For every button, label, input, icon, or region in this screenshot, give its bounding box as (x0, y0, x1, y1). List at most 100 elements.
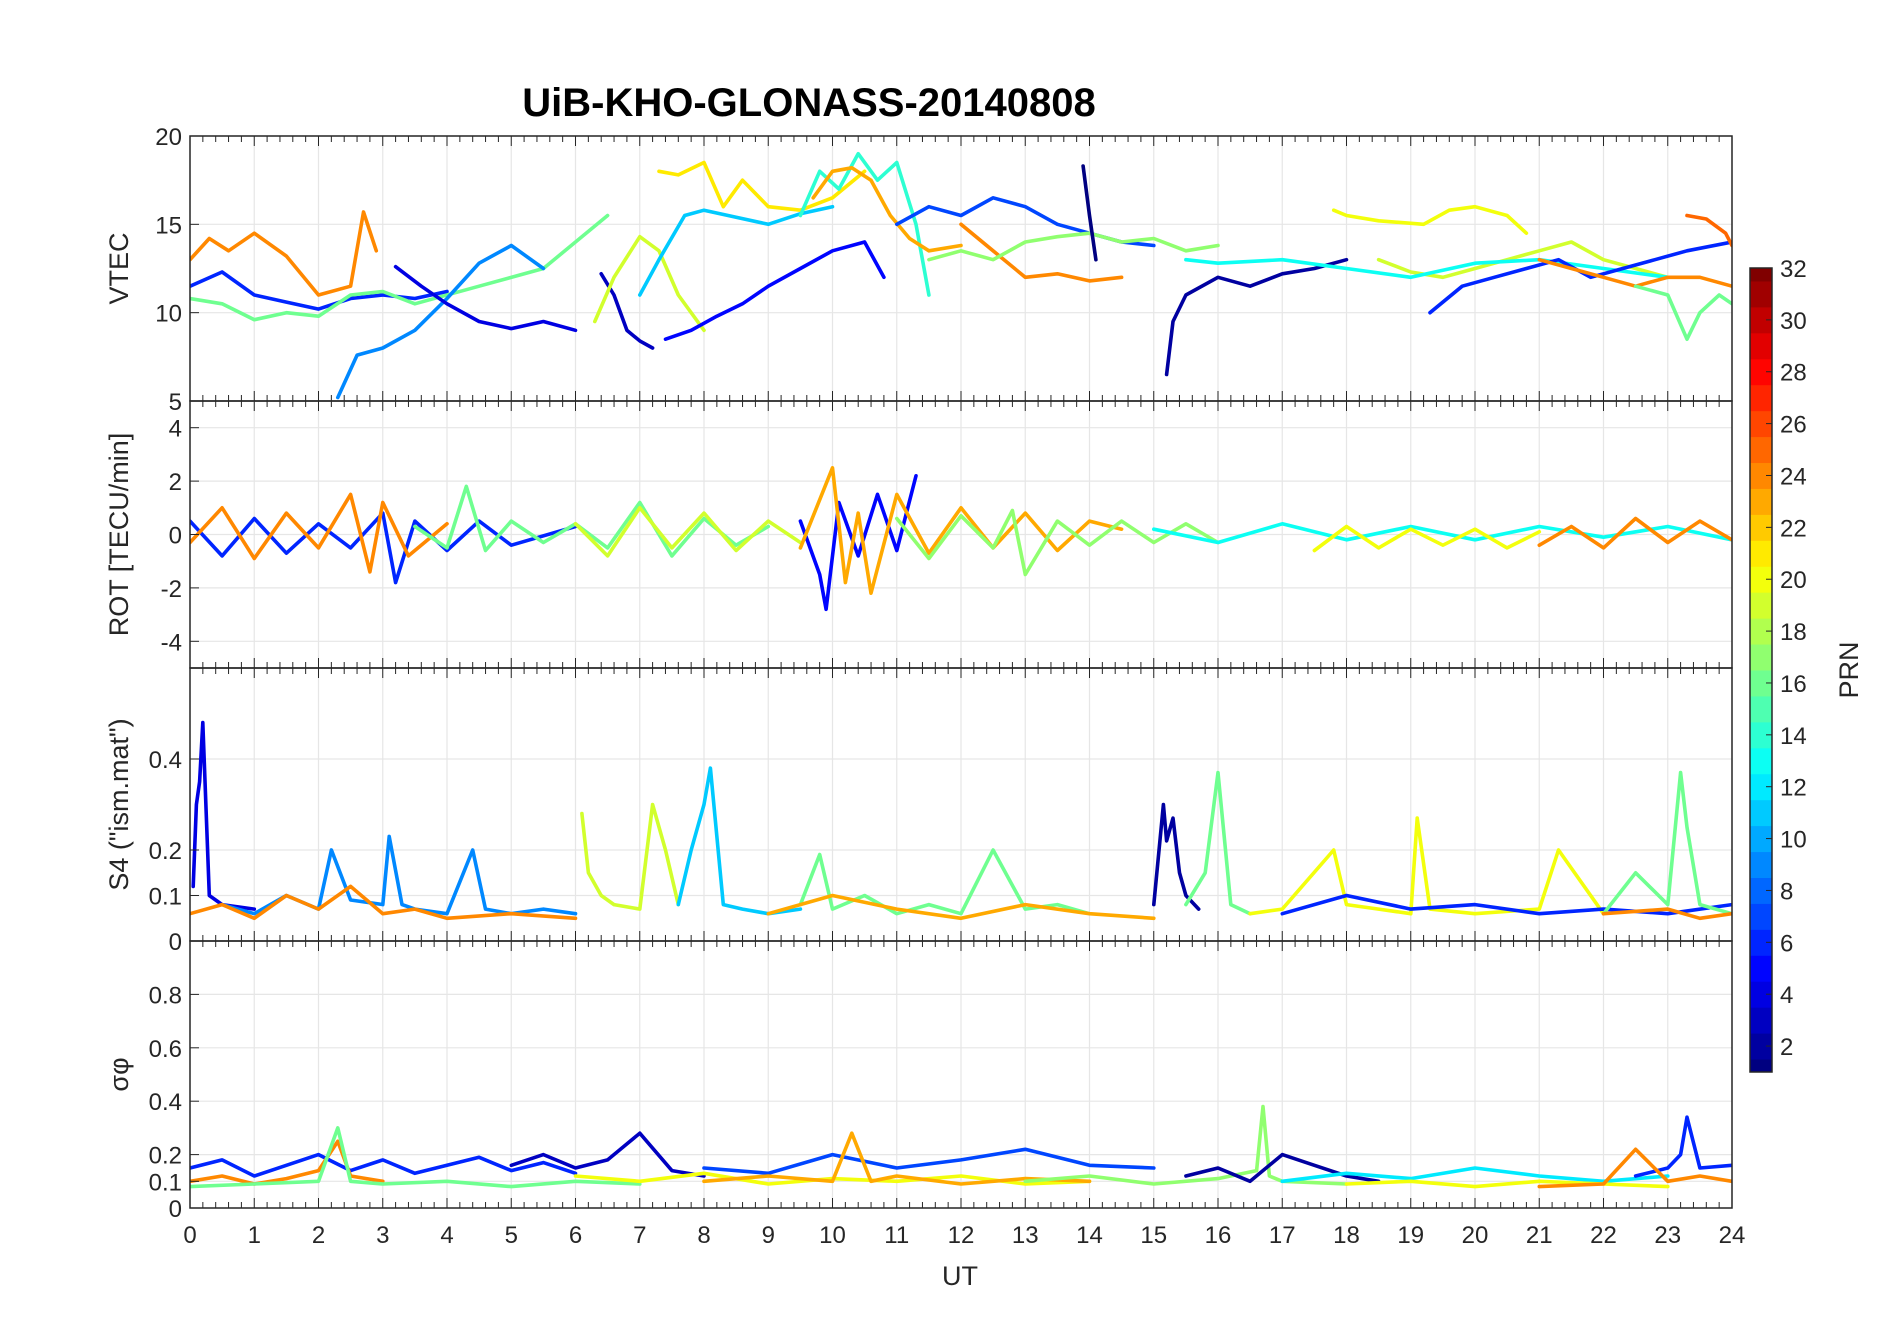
colorbar-band (1750, 1059, 1772, 1073)
grid-s4 (189, 668, 1733, 942)
colorbar-tick-label: 30 (1780, 308, 1807, 335)
colorbar-band (1750, 280, 1772, 308)
colorbar-band (1750, 955, 1772, 982)
series-prn-17 (927, 231, 1220, 262)
y-tick-label: 15 (155, 212, 182, 239)
colorbar-band (1750, 514, 1772, 541)
colorbar-tick-label: 20 (1780, 567, 1807, 594)
colorbar-tick-label: 18 (1780, 619, 1807, 646)
series-prn-6 (190, 511, 578, 585)
series-prn-4 (393, 264, 578, 333)
x-tick-label: 15 (1140, 1222, 1167, 1249)
x-tick-label: 11 (884, 1222, 909, 1249)
colorbar-band (1750, 799, 1772, 827)
series-prn-23 (766, 893, 1156, 921)
x-tick-label: 21 (1526, 1222, 1553, 1249)
series-prn-6 (190, 270, 449, 311)
x-tick-label: 17 (1269, 1222, 1296, 1249)
series-prn-24 (1537, 1147, 1732, 1189)
grid-vtec (189, 135, 1733, 402)
colorbar-band (1750, 695, 1772, 723)
panel-rot: -4 -2 0 2 4 ROT [TECU/min] (104, 400, 1733, 669)
y-tick-label: -4 (161, 629, 182, 656)
series-prn-16 (798, 848, 1092, 916)
series-prn-16 (190, 1126, 642, 1189)
grid-rot (189, 401, 1733, 668)
series-prn-19 (580, 802, 681, 911)
series-prn-24 (190, 210, 379, 297)
y-tick-label: 0.2 (149, 838, 182, 865)
y-tick-label: 0.1 (149, 1169, 182, 1196)
series-prn-24 (190, 884, 578, 921)
series-prn-2 (1184, 1152, 1381, 1184)
x-tick-label: 22 (1590, 1222, 1617, 1249)
series-prn-24 (959, 222, 1124, 283)
series-prn-6 (1633, 1115, 1732, 1178)
series-prn-23 (811, 166, 963, 253)
colorbar-band (1750, 358, 1772, 386)
series-prn-13 (1184, 257, 1670, 280)
colorbar-tick-label: 4 (1780, 982, 1793, 1009)
colorbar-tick-label: 14 (1780, 723, 1807, 750)
series-prn-3 (509, 1131, 706, 1178)
colorbar-band (1750, 644, 1772, 671)
colorbar-band (1750, 540, 1772, 567)
series-prn-20 (1248, 816, 1606, 916)
series-prn-17 (894, 508, 1220, 577)
chart-title: UiB-KHO-GLONASS-20140808 (522, 81, 1096, 125)
colorbar-band (1750, 670, 1772, 697)
colorbar-tick-label: 28 (1780, 360, 1807, 387)
series-prn-13 (1152, 521, 1732, 545)
colorbar-tick-label: 32 (1780, 256, 1807, 283)
colorbar-band (1750, 268, 1772, 282)
y-axis-label-vtec: VTEC (104, 232, 134, 304)
x-tick-label: 8 (697, 1222, 710, 1249)
y-tick-label: -2 (161, 576, 182, 603)
x-tick-label: 9 (762, 1222, 775, 1249)
y-tick-label: 0.8 (149, 982, 182, 1009)
colorbar-band (1750, 929, 1772, 956)
series-prn-23 (702, 1131, 1092, 1186)
colorbar-tick-label: 2 (1780, 1034, 1793, 1061)
colorbar-band (1750, 592, 1772, 619)
series-prn-24 (190, 1139, 385, 1186)
series-group-sigma (190, 1104, 1732, 1189)
y-tick-label: 0.6 (149, 1036, 182, 1063)
y-tick-label: 4 (169, 416, 182, 443)
x-tick-label: 18 (1333, 1222, 1360, 1249)
x-tick-label: 12 (948, 1222, 975, 1249)
series-prn-1 (1081, 164, 1098, 262)
series-prn-11 (676, 766, 803, 916)
colorbar-tick-label: 22 (1780, 515, 1807, 542)
y-axis-label-s4: S4 ("ism.mat") (104, 718, 134, 890)
series-prn-24 (190, 492, 449, 574)
y-tick-label: 5 (169, 389, 182, 416)
x-tick-label: 4 (440, 1222, 453, 1249)
series-prn-24 (1601, 907, 1732, 921)
colorbar-tick-label: 24 (1780, 463, 1807, 490)
panel-s4: 0 0.1 0.2 0.4 S4 ("ism.mat") (104, 667, 1733, 956)
series-group-rot (190, 465, 1732, 612)
series-prn-19 (573, 505, 803, 558)
series-prn-23 (798, 465, 1124, 596)
y-tick-label: 20 (155, 124, 182, 151)
x-tick-label: 14 (1076, 1222, 1103, 1249)
x-tick-label: 6 (569, 1222, 582, 1249)
series-prn-16 (1633, 284, 1732, 342)
x-tick-label: 19 (1397, 1222, 1424, 1249)
colorbar-frame (1749, 267, 1773, 1073)
series-group-s4 (190, 720, 1732, 921)
colorbar-tick-label: 16 (1780, 671, 1807, 698)
x-tick-label: 7 (633, 1222, 646, 1249)
series-prn-5 (663, 240, 886, 342)
colorbar-band (1750, 306, 1772, 334)
colorbar-band (1750, 903, 1772, 930)
colorbar-band (1750, 462, 1772, 489)
colorbar-tick-label: 10 (1780, 827, 1807, 854)
series-prn-16 (1601, 770, 1732, 916)
series-prn-2 (1164, 257, 1349, 377)
x-tick-label: 16 (1205, 1222, 1232, 1249)
series-group-vtec (190, 151, 1732, 400)
